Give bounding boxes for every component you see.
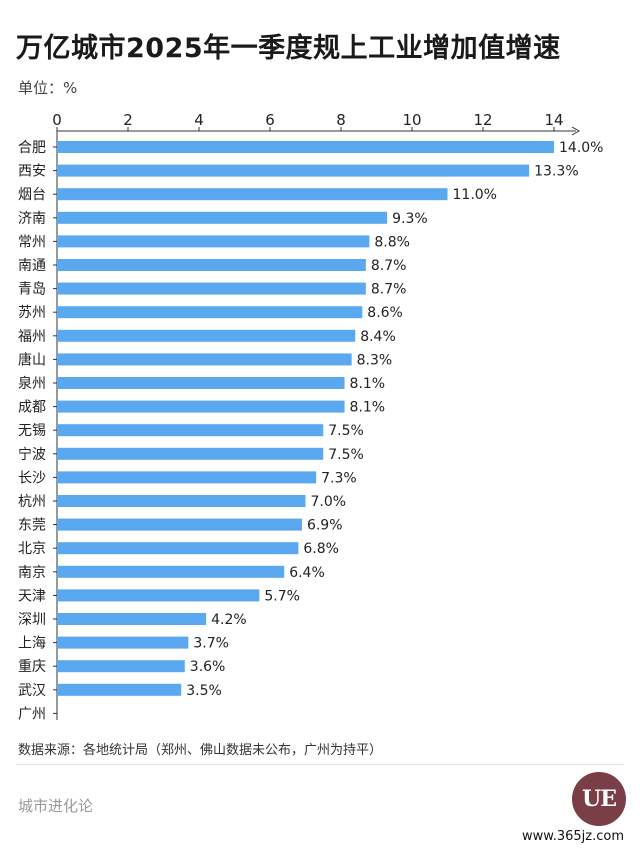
value-label: 8.4% bbox=[360, 329, 396, 345]
category-label: 苏州 bbox=[18, 305, 46, 321]
brand-logo: UE bbox=[572, 772, 626, 826]
bar bbox=[57, 188, 448, 201]
category-label: 东莞 bbox=[18, 518, 46, 534]
x-tick-label: 12 bbox=[473, 111, 492, 129]
value-label: 8.7% bbox=[371, 258, 407, 274]
category-label: 合肥 bbox=[18, 140, 46, 156]
footer-divider bbox=[16, 764, 624, 765]
value-label: 8.7% bbox=[371, 282, 407, 298]
x-tick-label: 4 bbox=[194, 111, 204, 129]
bar bbox=[57, 471, 317, 484]
bar-chart: 0 2 4 6 8 10 12 14 合肥 14.0% 西安 13.3% 烟台 11.0% 济南 9.3% 常州… bbox=[18, 111, 603, 722]
value-label: 8.1% bbox=[350, 400, 386, 416]
unit-label: 单位：% bbox=[18, 79, 78, 97]
logo-text: UE bbox=[582, 786, 617, 812]
brand-name: 城市进化论 bbox=[18, 797, 94, 815]
bar bbox=[57, 542, 299, 555]
x-tick-label: 0 bbox=[52, 111, 62, 129]
category-label: 长沙 bbox=[18, 470, 46, 486]
bar bbox=[57, 259, 366, 271]
bar bbox=[57, 636, 189, 649]
value-label: 8.8% bbox=[374, 234, 410, 250]
x-tick-label: 2 bbox=[123, 111, 133, 129]
bar bbox=[57, 613, 207, 625]
x-tick-label: 6 bbox=[265, 111, 275, 129]
category-label: 武汉 bbox=[18, 683, 46, 699]
bar bbox=[57, 211, 388, 224]
bar bbox=[57, 282, 366, 295]
value-label: 7.5% bbox=[328, 423, 364, 439]
category-label: 常州 bbox=[18, 234, 46, 250]
bar bbox=[57, 235, 370, 248]
category-label: 上海 bbox=[18, 636, 46, 652]
value-label: 7.5% bbox=[328, 447, 364, 463]
x-tick-label: 14 bbox=[544, 111, 563, 129]
value-label: 5.7% bbox=[264, 588, 300, 604]
website-watermark: www.365jz.com bbox=[522, 829, 624, 844]
category-label: 广州 bbox=[18, 706, 46, 722]
category-label: 无锡 bbox=[18, 423, 46, 439]
category-label: 济南 bbox=[18, 211, 46, 227]
category-label: 重庆 bbox=[18, 659, 46, 675]
bar bbox=[57, 495, 306, 507]
value-label: 6.9% bbox=[307, 518, 343, 534]
category-label: 成都 bbox=[18, 400, 46, 416]
value-label: 3.5% bbox=[186, 683, 222, 699]
value-label: 6.4% bbox=[289, 565, 325, 581]
bar bbox=[57, 141, 554, 153]
x-axis-arrow bbox=[571, 126, 581, 136]
value-label: 4.2% bbox=[211, 612, 247, 628]
category-label: 南通 bbox=[18, 258, 46, 274]
data-source-note: 数据来源：各地统计局（郑州、佛山数据未公布，广州为持平） bbox=[18, 743, 383, 758]
category-label: 西安 bbox=[18, 164, 46, 180]
bar bbox=[57, 329, 356, 342]
value-label: 8.3% bbox=[357, 352, 393, 368]
bar bbox=[57, 164, 530, 177]
bar bbox=[57, 353, 352, 366]
value-label: 7.3% bbox=[321, 470, 357, 486]
bar bbox=[57, 400, 345, 413]
category-label: 唐山 bbox=[18, 351, 46, 368]
category-label: 泉州 bbox=[18, 375, 46, 392]
category-label: 北京 bbox=[18, 541, 46, 557]
category-label: 福州 bbox=[18, 329, 46, 345]
bar bbox=[57, 565, 285, 578]
category-label: 青岛 bbox=[18, 282, 46, 298]
value-label: 13.3% bbox=[534, 164, 578, 180]
category-label: 杭州 bbox=[18, 494, 46, 510]
value-label: 3.6% bbox=[190, 659, 226, 675]
value-label: 14.0% bbox=[559, 140, 603, 156]
value-label: 6.8% bbox=[303, 541, 339, 557]
bar bbox=[57, 306, 363, 319]
category-label: 天津 bbox=[18, 588, 46, 604]
bar bbox=[57, 447, 324, 460]
bar bbox=[57, 660, 185, 673]
value-label: 8.1% bbox=[350, 376, 386, 392]
value-label: 8.6% bbox=[367, 305, 403, 321]
value-label: 3.7% bbox=[193, 636, 229, 652]
bar bbox=[57, 589, 260, 602]
bar bbox=[57, 518, 302, 531]
value-label: 9.3% bbox=[392, 211, 428, 227]
category-label: 南京 bbox=[18, 565, 46, 581]
category-label: 宁波 bbox=[18, 446, 46, 463]
x-tick-label: 10 bbox=[402, 111, 421, 129]
category-label: 烟台 bbox=[18, 187, 46, 203]
category-label: 深圳 bbox=[18, 612, 46, 628]
bar bbox=[57, 683, 182, 696]
x-tick-label: 8 bbox=[336, 111, 346, 129]
chart-title: 万亿城市2025年一季度规上工业增加值增速 bbox=[16, 33, 561, 64]
value-label: 11.0% bbox=[453, 187, 497, 203]
bar bbox=[57, 424, 324, 437]
value-label: 7.0% bbox=[311, 494, 347, 510]
bar bbox=[57, 377, 345, 389]
